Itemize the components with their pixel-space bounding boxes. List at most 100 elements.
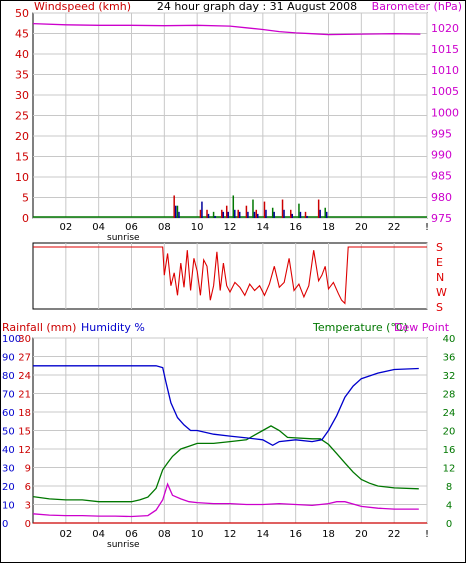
rainfall-tick-label: 24 (18, 371, 31, 382)
sunrise-label: sunrise (107, 540, 140, 550)
windspeed-tick-label: 20 (15, 130, 29, 143)
x-tick-label: 16 (289, 222, 302, 233)
windspeed-tick-label: 5 (22, 192, 29, 205)
temperature-tick-label: 8 (446, 482, 452, 493)
x-tick-label: 20 (355, 222, 368, 233)
barometer-tick-label: 980 (431, 191, 452, 204)
rainfall-tick-label: 30 (18, 334, 31, 345)
temperature-tick-label: 28 (443, 390, 456, 401)
rainfall-tick-label: 12 (18, 445, 31, 456)
x-tick-label: 16 (289, 529, 302, 540)
humidity-axis-label: Humidity % (81, 321, 145, 334)
windspeed-tick-label: 25 (15, 110, 29, 123)
x-tick-label: 08 (158, 222, 171, 233)
x-tick-label: 02 (59, 222, 72, 233)
barometer-tick-label: 990 (431, 149, 452, 162)
x-tick-label: 18 (322, 529, 335, 540)
rainfall-tick-label: 15 (18, 427, 31, 438)
x-tick-label: 08 (158, 529, 171, 540)
windspeed-axis-label: Windspeed (kmh) (34, 0, 131, 13)
humidity-tick-label: 60 (2, 408, 15, 419)
rainfall-tick-label: 21 (18, 390, 31, 401)
temperature-tick-label: 0 (446, 519, 452, 530)
temperature-tick-label: 40 (443, 334, 456, 345)
humidity-tick-label: 40 (2, 445, 15, 456)
humidity-tick-label: 100 (2, 334, 21, 345)
temperature-tick-label: 20 (443, 427, 456, 438)
x-tick-label: 10 (191, 222, 204, 233)
humidity-tick-label: 80 (2, 371, 15, 382)
windspeed-tick-label: 10 (15, 171, 29, 184)
barometer-axis-label: Barometer (hPa) (372, 0, 462, 13)
humidity-tick-label: 10 (2, 501, 15, 512)
temperature-tick-label: 12 (443, 464, 456, 475)
rainfall-tick-label: 3 (25, 501, 31, 512)
x-tick-label: 10 (191, 529, 204, 540)
x-tick-label: ! (425, 222, 429, 233)
barometer-line (32, 22, 421, 36)
sunrise-label: sunrise (107, 233, 140, 243)
humidity-tick-label: 50 (2, 427, 15, 438)
x-tick-label: 18 (322, 222, 335, 233)
wind-barometer-panel: 02 04 06 08 10 12 14 16 18 20 22 !sunrise0510152025… (15, 7, 459, 243)
barometer-tick-label: 975 (431, 212, 452, 225)
windspeed-tick-label: 35 (15, 69, 29, 82)
temperature-tick-label: 24 (443, 408, 456, 419)
temperature-tick-label: 36 (443, 353, 456, 364)
x-tick-label: 06 (125, 529, 138, 540)
barometer-tick-label: 1000 (431, 106, 459, 119)
windspeed-tick-label: 40 (15, 48, 29, 61)
windspeed-tick-label: 50 (15, 7, 29, 20)
direction-tick-label: E (436, 256, 443, 269)
x-tick-label: 02 (59, 529, 72, 540)
x-tick-label: 14 (256, 222, 269, 233)
direction-tick-label: S (436, 301, 443, 314)
direction-tick-label: S (436, 241, 443, 254)
x-tick-label: 14 (256, 529, 269, 540)
windspeed-tick-label: 30 (15, 89, 29, 102)
rainfall-tick-label: 18 (18, 408, 31, 419)
humidity-line (33, 365, 419, 447)
barometer-tick-label: 1010 (431, 64, 459, 77)
chart-title: 24 hour graph day : 31 August 2008 (157, 0, 357, 13)
humidity-tick-label: 30 (2, 464, 15, 475)
humidity-tick-label: 0 (2, 519, 8, 530)
barometer-tick-label: 1020 (431, 22, 459, 35)
dewpoint-axis-label: Dew Point (394, 321, 450, 334)
x-tick-label: 12 (224, 222, 237, 233)
temperature-line (32, 425, 419, 503)
barometer-tick-label: 1005 (431, 85, 459, 98)
windspeed-tick-label: 0 (22, 212, 29, 225)
x-tick-label: 06 (125, 222, 138, 233)
rainfall-axis-label: Rainfall (mm) (2, 321, 76, 334)
temperature-tick-label: 32 (443, 371, 456, 382)
humidity-tick-label: 90 (2, 353, 15, 364)
temperature-axis-label: Temperature (°C) (312, 321, 408, 334)
windspeed-tick-label: 45 (15, 28, 29, 41)
barometer-tick-label: 1015 (431, 43, 459, 56)
rainfall-tick-label: 9 (25, 464, 31, 475)
rainfall-tick-label: 27 (18, 353, 31, 364)
barometer-tick-label: 985 (431, 170, 452, 183)
windspeed-tick-label: 15 (15, 151, 29, 164)
rainfall-tick-label: 6 (25, 482, 31, 493)
direction-tick-label: W (436, 286, 447, 299)
x-tick-label: 22 (388, 529, 401, 540)
humidity-tick-label: 20 (2, 482, 15, 493)
humidity-tick-label: 70 (2, 390, 15, 401)
x-tick-label: 20 (355, 529, 368, 540)
x-tick-label: 12 (224, 529, 237, 540)
x-tick-label: 04 (92, 529, 105, 540)
x-tick-label: 04 (92, 222, 105, 233)
temperature-tick-label: 4 (446, 501, 452, 512)
dewpoint-line (32, 482, 419, 518)
direction-tick-label: N (436, 271, 444, 284)
x-tick-label: 22 (388, 222, 401, 233)
rainfall-tick-label: 0 (25, 519, 31, 530)
temperature-tick-label: 16 (443, 445, 456, 456)
x-tick-label: ! (425, 529, 429, 540)
barometer-tick-label: 995 (431, 127, 452, 140)
